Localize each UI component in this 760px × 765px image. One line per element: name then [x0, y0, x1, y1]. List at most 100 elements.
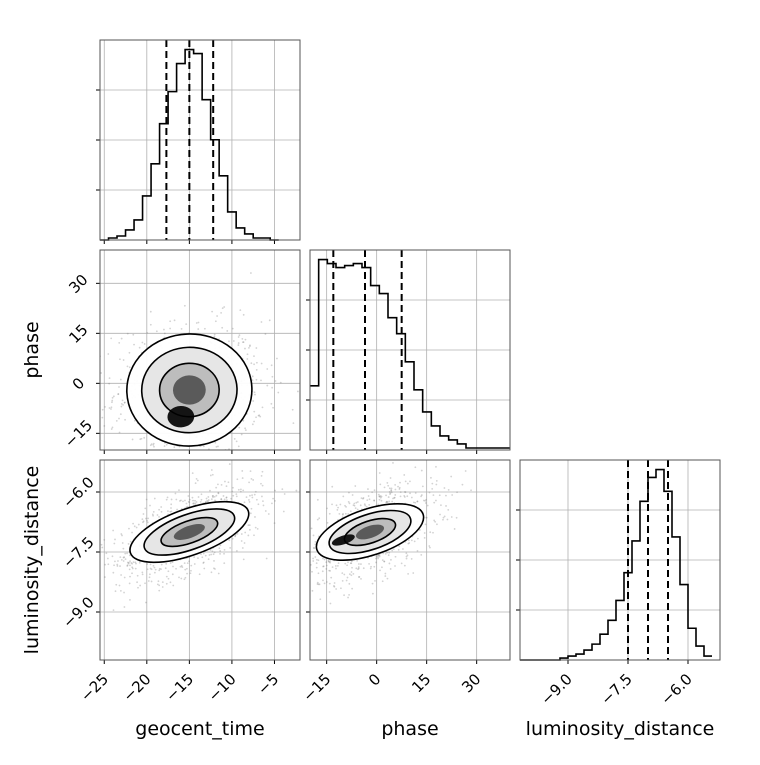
- scatter-point: [241, 477, 244, 479]
- scatter-point: [103, 576, 106, 578]
- scatter-point: [238, 334, 241, 337]
- scatter-point: [384, 552, 387, 555]
- scatter-point: [412, 501, 415, 504]
- scatter-point: [300, 340, 302, 342]
- scatter-point: [292, 578, 294, 580]
- scatter-point: [394, 488, 397, 491]
- scatter-point: [130, 469, 132, 471]
- scatter-point: [123, 606, 126, 608]
- scatter-point: [170, 498, 173, 501]
- scatter-point: [377, 554, 379, 557]
- scatter-point: [217, 445, 219, 448]
- scatter-point: [239, 490, 242, 493]
- scatter-point: [429, 546, 431, 549]
- scatter-point: [108, 377, 111, 380]
- scatter-point: [259, 415, 262, 418]
- scatter-point: [445, 494, 447, 497]
- scatter-point: [241, 547, 244, 549]
- scatter-point: [160, 563, 163, 566]
- scatter-point: [349, 510, 352, 513]
- scatter-point: [131, 567, 134, 570]
- panel-frame: [519, 459, 721, 661]
- scatter-point: [164, 567, 167, 570]
- scatter-point: [399, 491, 402, 494]
- scatter-point: [131, 566, 134, 569]
- scatter-point: [255, 416, 257, 419]
- scatter-point: [242, 558, 245, 561]
- scatter-point: [389, 493, 391, 496]
- scatter-point: [335, 588, 338, 590]
- scatter-point: [131, 438, 134, 441]
- scatter-point: [111, 401, 113, 404]
- scatter-point: [334, 565, 337, 567]
- scatter-point: [118, 584, 121, 587]
- scatter-point: [253, 420, 255, 423]
- scatter-point: [130, 561, 133, 564]
- scatter-point: [188, 498, 191, 501]
- scatter-point: [191, 472, 194, 475]
- scatter-point: [357, 576, 360, 578]
- scatter-point: [347, 561, 349, 564]
- x-tick-label: −15: [162, 670, 197, 705]
- scatter-point: [236, 478, 239, 481]
- scatter-point: [122, 404, 124, 406]
- scatter-point: [341, 513, 344, 516]
- scatter-point: [363, 503, 366, 506]
- scatter-point: [86, 578, 88, 580]
- scatter-point: [111, 555, 114, 558]
- scatter-point: [377, 557, 379, 560]
- scatter-point: [373, 499, 376, 502]
- scatter-point: [250, 507, 253, 510]
- scatter-point: [104, 405, 106, 408]
- scatter-point: [392, 462, 394, 464]
- x-axis-label-phase: phase: [381, 718, 438, 740]
- scatter-point: [110, 408, 112, 410]
- scatter-point: [393, 497, 396, 499]
- scatter-point: [368, 562, 370, 565]
- scatter-point: [169, 581, 172, 584]
- scatter-point: [381, 566, 383, 569]
- scatter-point: [145, 601, 147, 604]
- scatter-point: [229, 451, 231, 453]
- scatter-point: [119, 358, 121, 361]
- scatter-point: [118, 341, 121, 344]
- scatter-point: [154, 474, 156, 476]
- scatter-point: [432, 531, 434, 534]
- scatter-point: [185, 567, 188, 570]
- density-peak: [167, 405, 195, 428]
- scatter-point: [122, 560, 125, 562]
- scatter-point: [135, 562, 137, 565]
- scatter-point: [128, 582, 131, 585]
- scatter-point: [333, 585, 336, 588]
- scatter-point: [413, 451, 415, 453]
- scatter-point: [171, 561, 174, 564]
- scatter-point: [389, 477, 392, 479]
- scatter-point: [249, 344, 251, 347]
- scatter-point: [244, 347, 246, 350]
- scatter-point: [248, 524, 251, 527]
- scatter-point: [128, 527, 130, 530]
- scatter-point: [248, 501, 251, 503]
- scatter-point: [208, 554, 211, 556]
- scatter-point: [307, 546, 309, 548]
- scatter-point: [420, 495, 422, 498]
- scatter-point: [258, 414, 261, 417]
- scatter-point: [165, 575, 168, 578]
- scatter-point: [126, 565, 129, 567]
- panel-frame: [309, 459, 511, 661]
- scatter-point: [213, 567, 215, 570]
- scatter-point: [190, 564, 193, 567]
- scatter-point: [110, 428, 113, 430]
- scatter-point: [107, 353, 110, 355]
- scatter-point: [253, 534, 255, 537]
- histogram-step-line: [520, 468, 712, 661]
- scatter-point: [403, 564, 406, 567]
- scatter-point: [163, 332, 166, 335]
- scatter-point: [387, 496, 390, 498]
- scatter-point: [262, 504, 265, 507]
- scatter-point: [131, 572, 133, 575]
- scatter-point: [174, 492, 177, 495]
- scatter-point: [106, 557, 109, 560]
- scatter-point: [185, 323, 188, 326]
- y-tick-label: −9.0: [59, 593, 97, 631]
